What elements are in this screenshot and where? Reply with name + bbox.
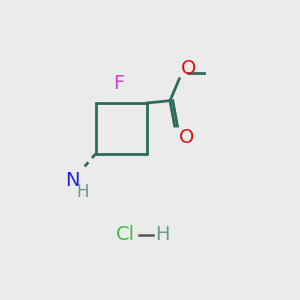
Text: H: H [155,225,170,244]
Text: Cl: Cl [116,225,135,244]
Text: O: O [179,128,195,147]
Text: N: N [65,171,79,190]
Text: F: F [113,74,124,93]
Text: H: H [76,183,89,201]
Text: O: O [181,58,196,78]
